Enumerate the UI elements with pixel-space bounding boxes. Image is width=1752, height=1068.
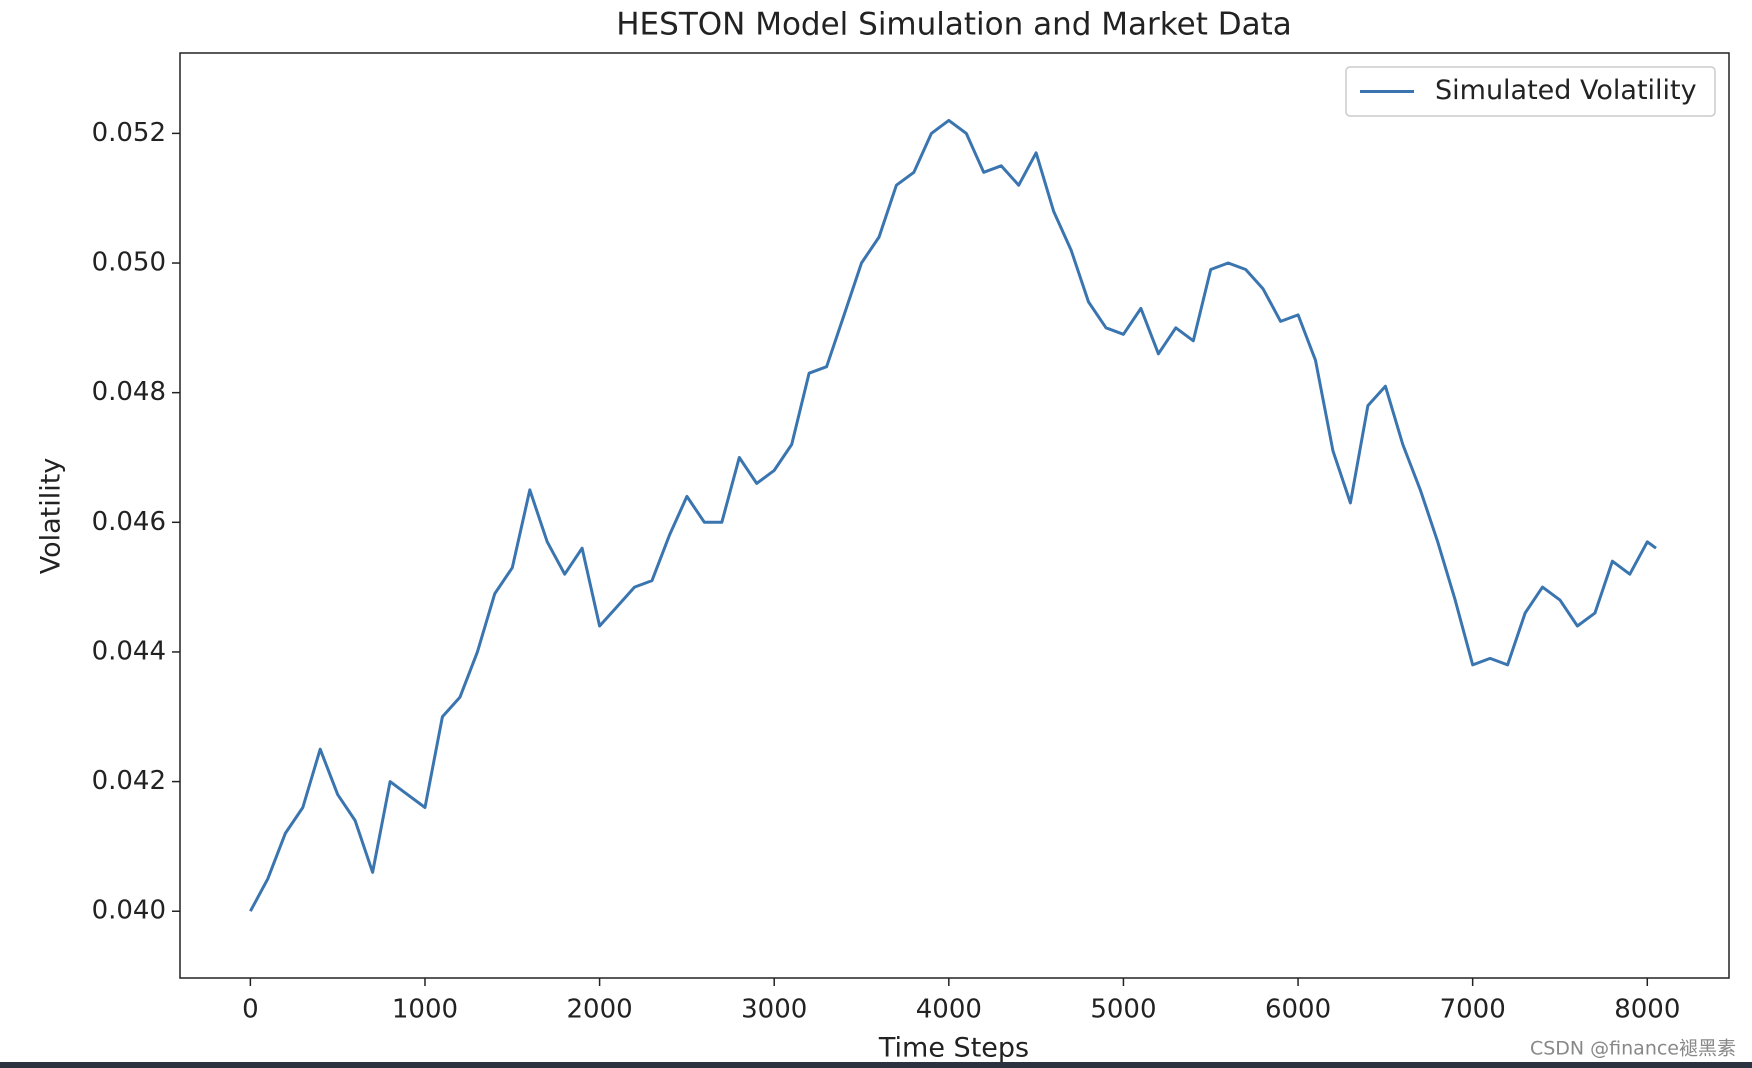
y-axis-label: Volatility: [36, 458, 67, 575]
x-tick-label: 6000: [1265, 995, 1331, 1025]
x-tick-label: 7000: [1440, 995, 1506, 1025]
y-tick-label: 0.050: [92, 248, 166, 278]
x-tick-label: 0: [242, 995, 259, 1025]
watermark: CSDN @finance褪黑素: [1530, 1038, 1736, 1060]
x-tick-label: 4000: [916, 995, 982, 1025]
plot-frame: [179, 52, 1730, 979]
line-series: [249, 118, 1657, 912]
y-tick-label: 0.046: [92, 507, 166, 537]
window-edge: [0, 1062, 1752, 1068]
x-tick-label: 5000: [1090, 995, 1156, 1025]
x-tick-label: 8000: [1614, 995, 1680, 1025]
y-tick-label: 0.052: [92, 118, 166, 148]
y-tick-label: 0.040: [92, 896, 166, 926]
y-tick-label: 0.042: [92, 766, 166, 796]
legend-box: [1345, 66, 1716, 117]
x-axis-label: Time Steps: [878, 1033, 1029, 1064]
y-tick-label: 0.048: [92, 377, 166, 407]
x-tick-label: 3000: [741, 995, 807, 1025]
legend-label: Simulated Volatility: [1435, 75, 1697, 106]
chart-title: HESTON Model Simulation and Market Data: [616, 7, 1291, 43]
x-tick-label: 2000: [567, 995, 633, 1025]
x-tick-label: 1000: [392, 995, 458, 1025]
y-tick-label: 0.044: [92, 636, 166, 666]
